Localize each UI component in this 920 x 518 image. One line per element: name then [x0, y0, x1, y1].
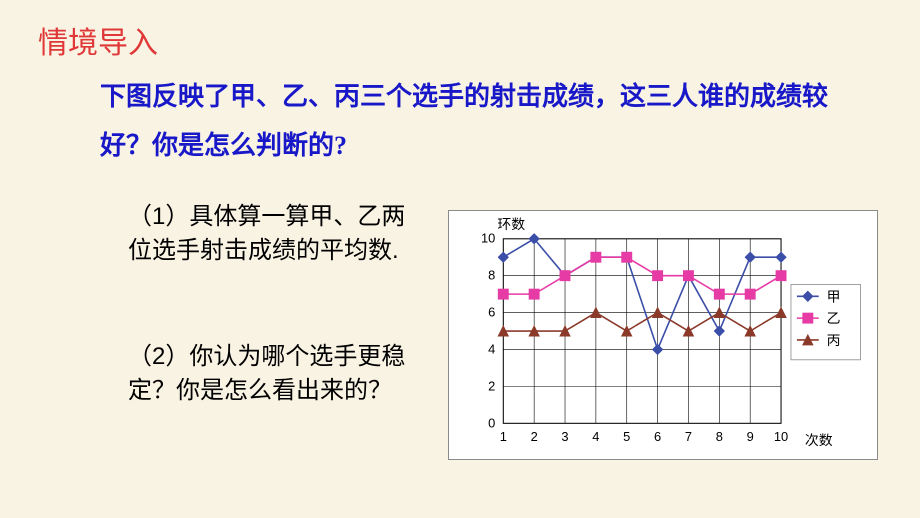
svg-text:0: 0: [488, 415, 495, 430]
svg-text:8: 8: [716, 429, 723, 444]
svg-text:10: 10: [481, 231, 495, 246]
svg-text:2: 2: [488, 378, 495, 393]
svg-text:5: 5: [623, 429, 630, 444]
line-chart: 环数次数024681012345678910甲乙丙: [448, 210, 878, 460]
svg-text:环数: 环数: [497, 217, 525, 233]
intro-text: 下图反映了甲、乙、丙三个选手的射击成绩，这三人谁的成绩较好？你是怎么判断的?: [100, 72, 860, 171]
svg-text:乙: 乙: [827, 311, 841, 327]
svg-text:丙: 丙: [827, 334, 841, 349]
svg-text:3: 3: [561, 429, 568, 444]
svg-text:甲: 甲: [827, 290, 841, 305]
svg-text:2: 2: [531, 429, 538, 444]
svg-text:7: 7: [685, 429, 692, 444]
svg-text:4: 4: [488, 341, 495, 356]
svg-text:9: 9: [747, 429, 754, 444]
svg-text:6: 6: [654, 429, 661, 444]
question-1: （1）具体算一算甲、乙两位选手射击成绩的平均数.: [128, 200, 428, 267]
svg-text:次数: 次数: [805, 433, 833, 449]
svg-text:1: 1: [500, 429, 507, 444]
svg-text:6: 6: [488, 305, 495, 320]
question-2: （2）你认为哪个选手更稳定？你是怎么看出来的？: [128, 340, 428, 407]
svg-text:8: 8: [488, 268, 495, 283]
svg-text:4: 4: [592, 429, 599, 444]
svg-text:10: 10: [774, 429, 788, 444]
section-title: 情境导入: [38, 18, 158, 62]
